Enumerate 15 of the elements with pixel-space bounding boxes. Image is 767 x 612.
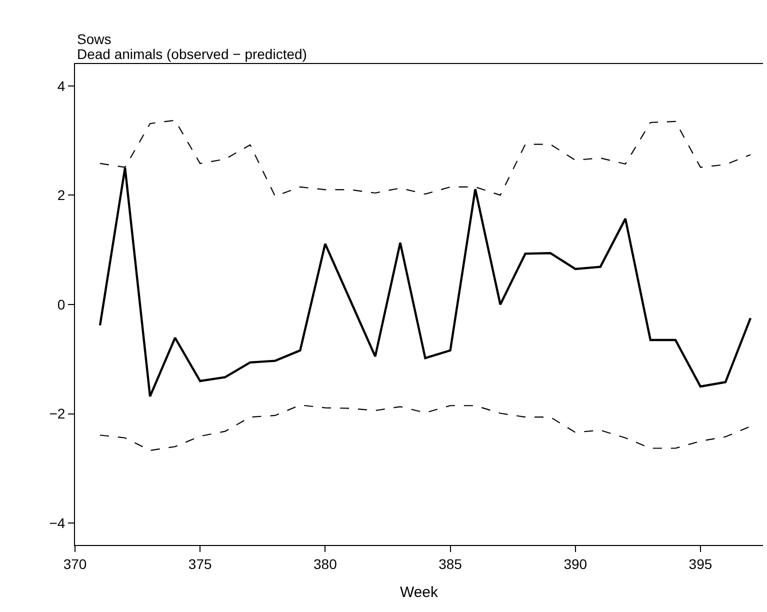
chart-title: Sows [77, 31, 112, 47]
x-tick-label: 375 [188, 556, 212, 572]
y-tick-label: −2 [49, 406, 66, 422]
x-tick-label: 395 [688, 556, 712, 572]
y-tick-label: −4 [49, 515, 66, 532]
x-tick-label: 380 [314, 556, 338, 572]
line-series [99, 404, 752, 451]
y-tick-label: 2 [57, 187, 66, 204]
x-tick-label: 370 [63, 556, 87, 572]
y-tick-label: 4 [57, 78, 66, 94]
x-axis-title: Week [400, 584, 439, 601]
x-tick-label: 385 [438, 556, 462, 572]
chart-subtitle: Dead animals (observed − predicted) [77, 46, 307, 62]
y-tick-label: 0 [57, 296, 66, 312]
x-tick-label: 390 [564, 556, 588, 572]
